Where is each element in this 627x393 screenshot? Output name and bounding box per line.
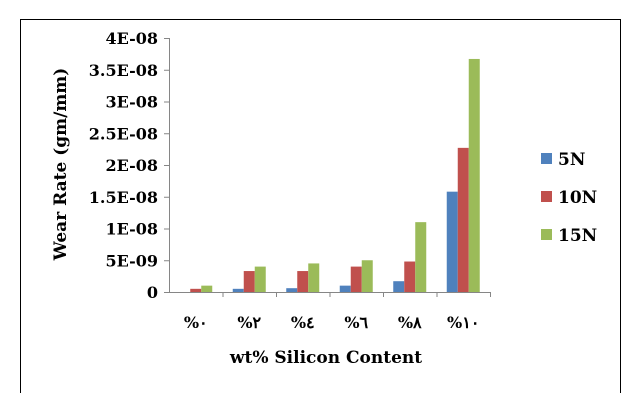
bar-10n-1 <box>243 271 255 292</box>
bar-5n-2 <box>286 288 298 292</box>
x-tick-label: %٢ <box>237 313 261 332</box>
x-tick-label: %٦ <box>344 313 368 332</box>
x-axis-title: wt% Silicon Content <box>229 348 422 368</box>
bar-15n-5 <box>468 58 480 292</box>
y-axis-title: Wear Rate (gm/mm) <box>51 68 71 262</box>
y-tick-label: 1.5E-08 <box>89 188 158 207</box>
bar-5n-4 <box>393 281 405 292</box>
bar-5n-1 <box>232 288 244 292</box>
legend-label-15n: 15N <box>558 226 597 246</box>
y-tick-label: 5E-09 <box>105 251 158 270</box>
bar-10n-4 <box>404 261 416 292</box>
bar-5n-3 <box>339 285 351 292</box>
y-tick-label: 2.5E-08 <box>89 124 158 143</box>
legend-swatch-15n <box>541 229 552 240</box>
bar-10n-5 <box>457 147 469 292</box>
legend-label-10n: 10N <box>558 188 597 208</box>
legend: 5N 10N 15N <box>541 150 597 246</box>
bar-10n-2 <box>297 271 309 292</box>
legend-label-5n: 5N <box>558 150 585 170</box>
x-tick-label: %١٠ <box>447 313 479 332</box>
y-tick-label: 3E-08 <box>105 93 158 112</box>
bar-15n-3 <box>361 260 373 292</box>
legend-swatch-10n <box>541 191 552 202</box>
bar-10n-0 <box>190 288 202 292</box>
bar-15n-1 <box>254 266 266 292</box>
bar-10n-3 <box>350 266 362 292</box>
y-tick-label: 4E-08 <box>105 29 158 48</box>
y-tick-label: 3.5E-08 <box>89 61 158 80</box>
y-tick-label: 0 <box>147 283 158 302</box>
y-axis-ticks: 0 5E-09 1E-08 1.5E-08 2E-08 2.5E-08 3E-08 3.5E-… <box>89 29 169 302</box>
bar-15n-4 <box>415 222 427 292</box>
legend-swatch-5n <box>541 153 552 164</box>
bar-15n-0 <box>201 285 213 292</box>
bar-15n-2 <box>308 263 320 292</box>
bar-5n-5 <box>446 191 458 292</box>
x-tick-label: %٠ <box>184 313 208 332</box>
y-tick-label: 2E-08 <box>105 156 158 175</box>
x-tick-label: %٨ <box>398 313 422 332</box>
chart-border <box>20 19 621 393</box>
y-tick-label: 1E-08 <box>105 220 158 239</box>
x-tick-label: %٤ <box>291 313 315 332</box>
x-axis-ticks: %٠ %٢ %٤ %٦ %٨ %١٠ <box>184 292 491 332</box>
